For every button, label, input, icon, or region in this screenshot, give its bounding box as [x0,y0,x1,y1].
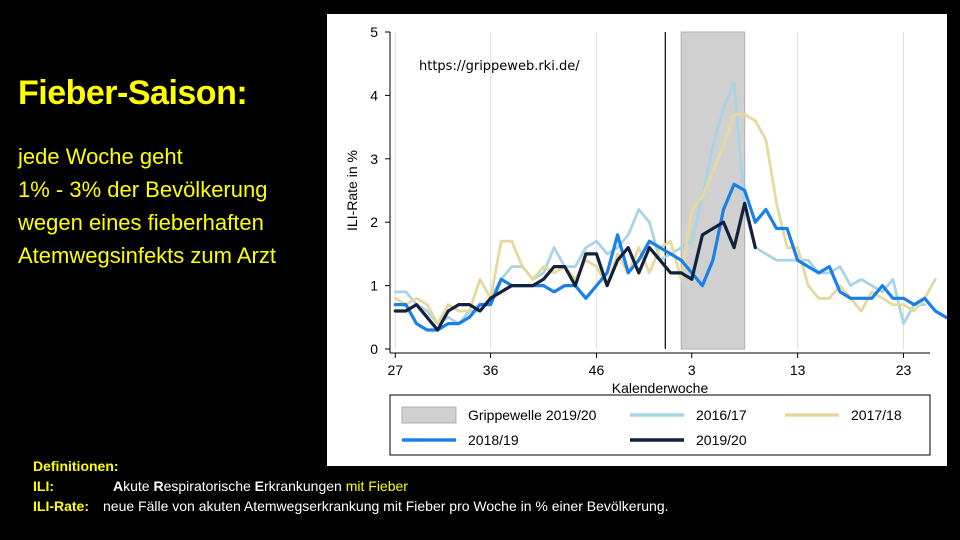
bullet-line: Atemwegsinfekts zum Arzt [18,243,276,268]
legend-label: 2018/19 [468,432,519,448]
ili-highlight: mit Fieber [345,478,408,494]
slide-title: Fieber-Saison: [18,74,248,112]
ili-definition: Akute Respiratorische Erkrankungen mit F… [113,476,408,496]
chart-panel: 0 1 2 3 4 5 27 36 46 3 13 23 Kalenderwoche ILI-Rate i… [327,14,947,466]
legend-box [389,394,931,456]
ili-letter: R [153,478,164,494]
ili-rate-label: ILI-Rate: [33,498,89,514]
x-tick-label: 36 [483,362,499,378]
bullet-line: 1% - 3% der Bevölkerung [18,177,268,202]
bullet-line: wegen eines fieberhaften [18,210,264,235]
x-tick-label: 23 [896,362,912,378]
ili-letter: A [113,478,124,494]
legend-label: 2019/20 [696,432,747,448]
slide-bullets: jede Woche geht 1% - 3% der Bevölkerung … [18,140,276,272]
source-url-label: https://grippeweb.rki.de/ [419,59,580,74]
y-tick-label: 5 [370,24,378,40]
epidemic-band [680,31,746,350]
ili-word: rkrankungen [264,478,346,494]
x-tick-label: 46 [589,362,605,378]
x-tick-label: 27 [388,362,404,378]
ili-letter: E [254,478,264,494]
y-axis-title: ILI-Rate in % [344,150,360,231]
series-line-2019-20 [393,201,757,332]
legend-label: 2017/18 [851,407,902,423]
series-line-2017-18 [393,113,937,326]
ili-label: ILI: [33,478,54,494]
x-axis-title: Kalenderwoche [612,380,709,396]
ili-word: espiratorische [163,478,255,494]
ili-word: kute [123,478,154,494]
y-tick-label: 0 [370,341,378,357]
y-tick-label: 3 [370,151,378,167]
legend-label: Grippewelle 2019/20 [468,407,597,423]
bullet-line: jede Woche geht [18,144,183,169]
legend-swatch-band [401,406,457,424]
y-tick-label: 2 [370,214,378,230]
x-tick-label: 13 [790,362,806,378]
legend-label: 2016/17 [696,407,747,423]
x-tick-label: 3 [688,362,696,378]
plot-area [390,32,930,349]
y-tick-label: 4 [370,87,378,103]
definitions-heading: Definitionen: [33,458,119,474]
y-tick-label: 1 [370,278,378,294]
ili-rate-definition: neue Fälle von akuten Atemwegserkrankung… [103,498,669,514]
definitions: Definitionen: ILI: Akute Respiratorische… [33,456,669,516]
